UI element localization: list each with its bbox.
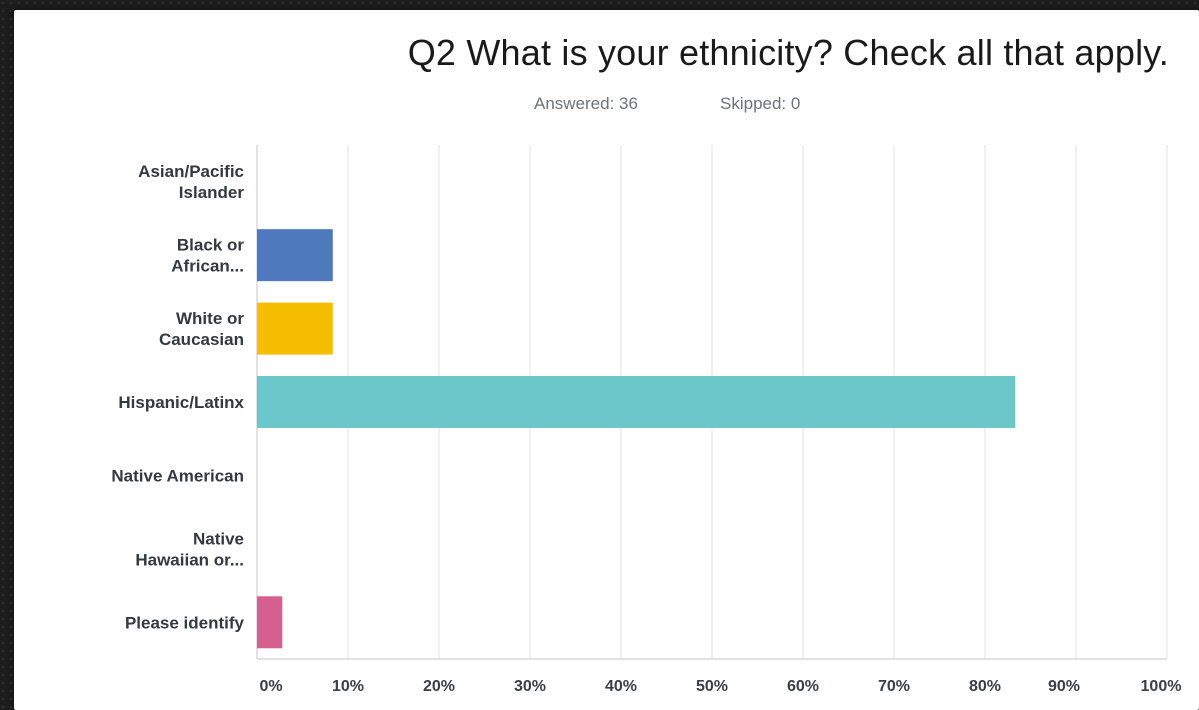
x-tick-label: 50%: [696, 678, 728, 695]
skipped-count: Skipped: 0: [720, 94, 801, 113]
bar: [257, 596, 283, 649]
x-tick-label: 70%: [878, 678, 910, 695]
bar-chart: 0% 10% 20% 30% 40% 50% 60% 70% 80% 90% 100% Asian/P…: [111, 145, 1182, 695]
bar: [257, 302, 333, 355]
bar: [257, 376, 1016, 428]
category-label: White or Caucasian: [159, 309, 244, 349]
x-tick-label: 20%: [423, 678, 455, 695]
category-label: Native American: [111, 466, 244, 485]
category-label: Hispanic/Latinx: [118, 393, 244, 412]
category-label: Black or African...: [171, 236, 244, 276]
bar: [257, 229, 333, 282]
x-tick-label: 30%: [514, 678, 546, 695]
x-tick-label: 60%: [787, 678, 819, 695]
category-label: Asian/Pacific Islander: [138, 162, 244, 202]
slide: Q2 What is your ethnicity? Check all tha…: [14, 10, 1199, 710]
x-tick-label: 80%: [969, 678, 1001, 695]
answered-count: Answered: 36: [534, 94, 638, 113]
page-title: Q2 What is your ethnicity? Check all tha…: [407, 32, 1169, 73]
x-tick-label: 40%: [605, 678, 637, 695]
response-stats: Answered: 36 Skipped: 0: [14, 94, 1199, 118]
category-label: Please identify: [125, 613, 245, 632]
x-tick-label: 10%: [332, 678, 364, 695]
x-tick-label: 0%: [259, 678, 282, 695]
x-tick-label: 100%: [1141, 678, 1182, 695]
x-tick-label: 90%: [1048, 678, 1080, 695]
category-label: Native Hawaiian or...: [135, 529, 244, 569]
